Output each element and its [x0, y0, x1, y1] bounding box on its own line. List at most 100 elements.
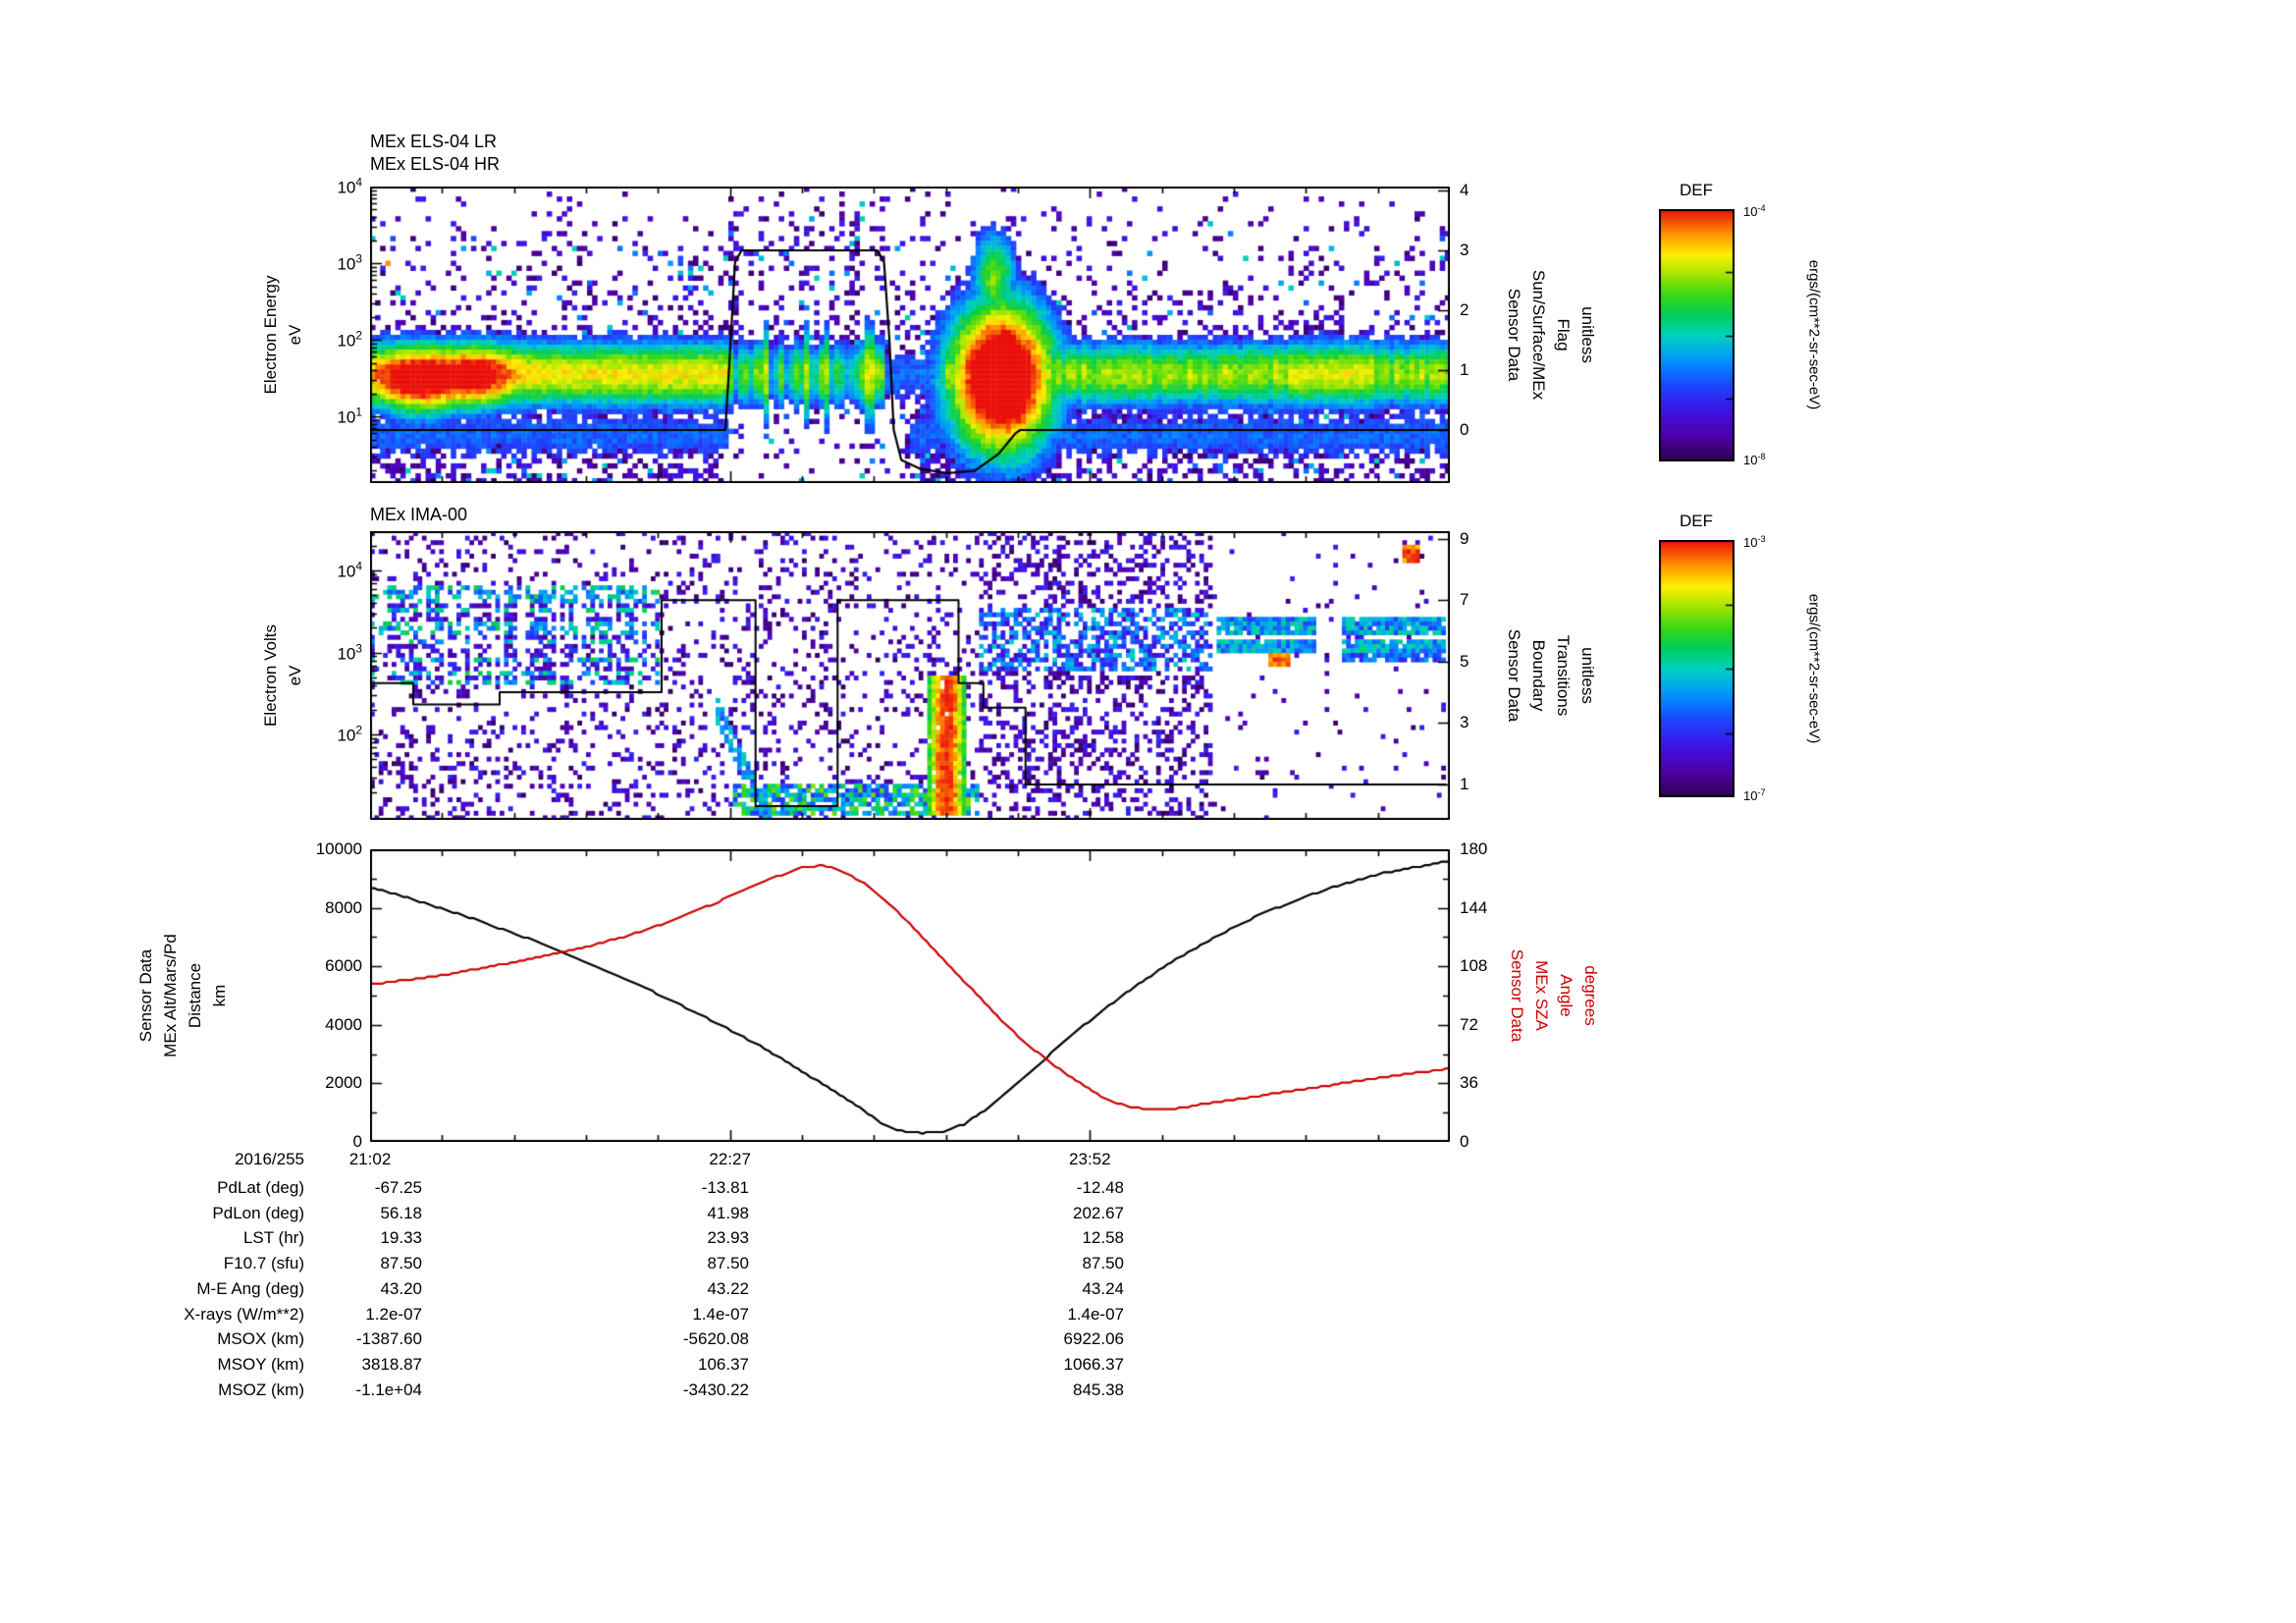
table-cell-value: -12.48 [1076, 1178, 1124, 1197]
axis-label-line: Sensor Data [1508, 948, 1526, 1043]
els-colorbar-min-label: 10-8 [1743, 451, 1766, 468]
axis-label-line: eV [286, 324, 304, 346]
sza-axis-label: degrees Angle MEx SZA Sensor Data [1505, 949, 1603, 1043]
els-y-axis-label: Electron Energy eV [258, 276, 307, 395]
table-cell-value: 43.20 [380, 1278, 422, 1298]
table-cell-value: 202.67 [1073, 1203, 1124, 1222]
els-flag-tick-label: 1 [1460, 360, 1469, 379]
ima-boundary-axis-label: unitless Transitions Boundary Sensor Data [1502, 629, 1600, 723]
table-cell-value: 19.33 [380, 1228, 422, 1248]
table-cell-value: 6922.06 [1063, 1329, 1124, 1349]
table-cell-value: -1387.60 [355, 1329, 422, 1349]
table-row-label: M-E Ang (deg) [196, 1278, 304, 1298]
table-cell-value: 87.50 [380, 1254, 422, 1273]
els-flag-axis-label: unitless Flag Sun/Surface/MEx Sensor Data [1502, 270, 1600, 400]
axis-label-line: Flag [1554, 318, 1573, 352]
sza-tick-label: 108 [1460, 956, 1488, 976]
axis-label-line: eV [286, 665, 304, 686]
table-cell-value: 1.4e-07 [692, 1304, 749, 1324]
ima-colorbar-unit-label: ergs/(cm**2-sr-sec-eV) [1805, 593, 1823, 744]
table-cell-value: 43.24 [1082, 1278, 1124, 1298]
els-title-line-1: MEx ELS-04 LR [370, 132, 498, 151]
ima-spectrogram-canvas [370, 531, 1450, 820]
els-y-tick-label: 104 [337, 175, 362, 197]
table-cell-value: 56.18 [380, 1203, 422, 1222]
table-cell-value: -1.1e+04 [355, 1380, 422, 1399]
table-cell-value: 3818.87 [361, 1354, 422, 1374]
ima-y-tick-label: 102 [337, 723, 362, 745]
table-cell-value: 12.58 [1082, 1228, 1124, 1248]
table-row-label: PdLon (deg) [212, 1203, 304, 1222]
axis-label-line: Sensor Data [136, 948, 155, 1043]
ima-colorbar-min-label: 10-7 [1743, 786, 1766, 804]
table-row-label: X-rays (W/m**2) [184, 1304, 304, 1324]
els-colorbar-unit-label: ergs/(cm**2-sr-sec-eV) [1805, 259, 1823, 410]
table-row-label: F10.7 (sfu) [223, 1254, 304, 1273]
ima-colorbar [1659, 540, 1735, 797]
ima-colorbar-title: DEF [1680, 512, 1713, 530]
els-y-tick-label: 103 [337, 251, 362, 274]
altitude-tick-label: 6000 [325, 956, 362, 976]
table-cell-value: 1.2e-07 [365, 1304, 422, 1324]
table-cell-value: 1066.37 [1063, 1354, 1124, 1374]
table-cell-value: -67.25 [374, 1178, 422, 1197]
axis-label-line: Sun/Surface/MEx [1529, 269, 1548, 401]
altitude-tick-label: 10000 [315, 839, 362, 858]
ima-boundary-tick-label: 3 [1460, 713, 1469, 732]
axis-label-line: MEx SZA [1532, 960, 1551, 1031]
axis-label-line: Transitions [1554, 634, 1573, 717]
ima-boundary-tick-label: 1 [1460, 775, 1469, 793]
table-row-label: MSOY (km) [217, 1354, 304, 1374]
els-flag-tick-label: 0 [1460, 420, 1469, 439]
els-colorbar [1659, 209, 1735, 461]
els-y-tick-label: 101 [337, 405, 362, 427]
table-cell-value: 87.50 [1082, 1254, 1124, 1273]
axis-label-line: Distance [186, 962, 204, 1029]
altitude-axis-label: Sensor Data MEx Alt/Mars/Pd Distance km [133, 934, 232, 1057]
table-row-label: MSOZ (km) [218, 1380, 304, 1399]
table-cell-value: 106.37 [698, 1354, 749, 1374]
els-colorbar-title: DEF [1680, 181, 1713, 199]
axis-label-line: Boundary [1529, 639, 1548, 712]
els-title-line-2: MEx ELS-04 HR [370, 154, 501, 174]
axis-label-line: unitless [1578, 306, 1597, 363]
axis-label-line: Electron Volts [261, 624, 280, 727]
table-cell-value: 41.98 [707, 1203, 749, 1222]
time-tick-label: 22:27 [709, 1150, 751, 1168]
table-cell-value: 1.4e-07 [1067, 1304, 1124, 1324]
els-flag-tick-label: 4 [1460, 181, 1469, 199]
ima-y-axis-label: Electron Volts eV [258, 624, 307, 727]
altitude-tick-label: 0 [352, 1132, 362, 1151]
axis-label-line: Angle [1557, 974, 1575, 1017]
ima-boundary-tick-label: 7 [1460, 590, 1469, 610]
ima-colorbar-max-label: 10-3 [1743, 533, 1766, 551]
ima-boundary-tick-label: 9 [1460, 528, 1469, 548]
altitude-tick-label: 8000 [325, 897, 362, 917]
table-row-label: PdLat (deg) [217, 1178, 304, 1197]
axis-label-line: unitless [1578, 647, 1597, 704]
axis-label-line: Sensor Data [1505, 628, 1523, 723]
sza-tick-label: 36 [1460, 1073, 1478, 1093]
ima-y-tick-label: 104 [337, 559, 362, 581]
date-label: 2016/255 [235, 1150, 304, 1168]
els-colorbar-max-label: 10-4 [1743, 202, 1766, 220]
altitude-sza-chart-canvas [370, 849, 1450, 1142]
ima-y-tick-label: 103 [337, 641, 362, 663]
sza-tick-label: 144 [1460, 897, 1488, 917]
ima-boundary-tick-label: 5 [1460, 651, 1469, 671]
time-tick-label: 21:02 [348, 1150, 392, 1168]
axis-label-line: degrees [1581, 965, 1600, 1026]
table-row-label: LST (hr) [242, 1228, 304, 1248]
sza-tick-label: 0 [1460, 1132, 1469, 1151]
altitude-tick-label: 4000 [325, 1014, 362, 1034]
table-cell-value: 87.50 [707, 1254, 749, 1273]
els-flag-tick-label: 3 [1460, 241, 1469, 259]
els-y-tick-label: 102 [337, 328, 362, 351]
axis-label-line: Electron Energy [261, 275, 280, 395]
time-tick-label: 23:52 [1069, 1150, 1111, 1168]
els-flag-tick-label: 2 [1460, 300, 1469, 319]
axis-label-line: MEx Alt/Mars/Pd [161, 934, 180, 1057]
axis-label-line: Sensor Data [1505, 288, 1523, 382]
ima-title: MEx IMA-00 [370, 505, 468, 524]
